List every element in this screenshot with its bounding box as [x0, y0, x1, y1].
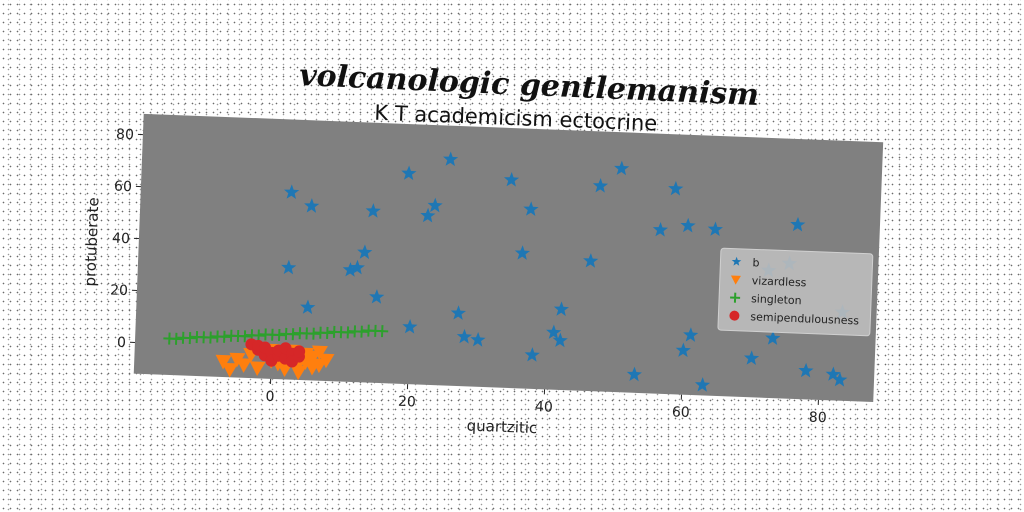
x-tick-label: 80: [809, 410, 827, 427]
data-point: [546, 324, 562, 340]
data-point: [443, 151, 459, 167]
data-point: [450, 305, 466, 320]
data-point: [170, 332, 183, 345]
data-point: [790, 216, 806, 232]
data-point: [311, 345, 328, 361]
legend-marker: [729, 310, 740, 321]
data-point: [743, 350, 760, 366]
data-point: [349, 259, 365, 275]
data-point: [252, 329, 265, 342]
data-point: [215, 354, 232, 370]
y-tick-label: 60: [114, 179, 132, 196]
data-point: [825, 366, 841, 382]
data-point: [341, 326, 354, 339]
data-point: [321, 326, 334, 339]
data-point: [236, 358, 253, 373]
data-marks: [163, 151, 851, 392]
data-point: [765, 330, 781, 346]
data-point: [592, 178, 609, 193]
data-point: [583, 253, 599, 268]
data-point: [675, 342, 691, 358]
y-axis-label: protuberate: [81, 197, 102, 287]
data-point: [365, 203, 381, 218]
data-point: [204, 331, 217, 344]
data-point: [524, 347, 540, 362]
data-point: [293, 345, 306, 358]
x-tick-label: 40: [535, 399, 553, 416]
y-tick-label: 0: [117, 335, 127, 351]
axis-ticks: 0 20 40 60 80 0 20 40 60 80: [110, 127, 827, 427]
data-point: [420, 207, 436, 223]
x-tick-label: 0: [265, 389, 275, 405]
legend-label: semipendulousness: [750, 310, 859, 327]
data-point: [798, 362, 814, 378]
data-point: [300, 299, 316, 315]
data-point: [707, 221, 723, 237]
legend: b vizardless singleton semipendulousness: [717, 247, 874, 337]
data-point: [456, 328, 472, 344]
x-tick-label: 60: [672, 404, 690, 421]
data-point: [284, 184, 300, 200]
x-axis-label: quartzitic: [466, 416, 537, 437]
data-point: [376, 325, 389, 338]
data-point: [514, 245, 531, 260]
data-point: [652, 221, 669, 237]
data-point: [402, 319, 418, 334]
data-point: [401, 165, 417, 181]
data-point: [614, 160, 630, 176]
series-singleton: [163, 324, 389, 345]
data-point: [286, 328, 300, 341]
data-point: [355, 325, 368, 338]
series-semipendulousness: [245, 338, 306, 368]
data-point: [238, 330, 251, 343]
data-point: [273, 328, 286, 342]
legend-marker: [730, 275, 741, 285]
data-point: [694, 377, 711, 392]
data-point: [668, 180, 684, 196]
x-tick-label: 20: [398, 394, 416, 411]
legend-marker: [730, 292, 741, 303]
y-tick-label: 20: [110, 282, 128, 299]
data-point: [523, 201, 539, 217]
data-point: [318, 353, 335, 369]
data-point: [503, 171, 520, 187]
data-point: [218, 330, 231, 343]
data-point: [683, 327, 699, 342]
data-point: [307, 327, 320, 340]
plot-area: K T academicism ectocrine 0 20 40 60 8002040…: [81, 101, 884, 437]
data-point: [427, 197, 443, 213]
data-point: [552, 332, 568, 348]
data-point: [626, 366, 642, 382]
data-point: [357, 244, 373, 260]
data-point: [222, 362, 239, 378]
data-point: [304, 198, 320, 213]
data-point: [470, 332, 486, 347]
legend-marker: [731, 256, 742, 266]
y-tick-label: 40: [112, 231, 130, 248]
data-point: [832, 371, 848, 387]
data-point: [680, 217, 696, 233]
y-tick-label: 80: [116, 127, 134, 144]
legend-label: singleton: [751, 292, 802, 307]
data-point: [369, 289, 385, 304]
data-point: [342, 262, 358, 277]
legend-label: b: [752, 256, 759, 269]
data-point: [290, 365, 307, 381]
legend-label: vizardless: [752, 274, 807, 289]
data-point: [281, 259, 297, 275]
data-point: [249, 361, 266, 376]
data-point: [553, 301, 570, 317]
data-point: [183, 332, 197, 345]
legend-box: [717, 247, 874, 337]
